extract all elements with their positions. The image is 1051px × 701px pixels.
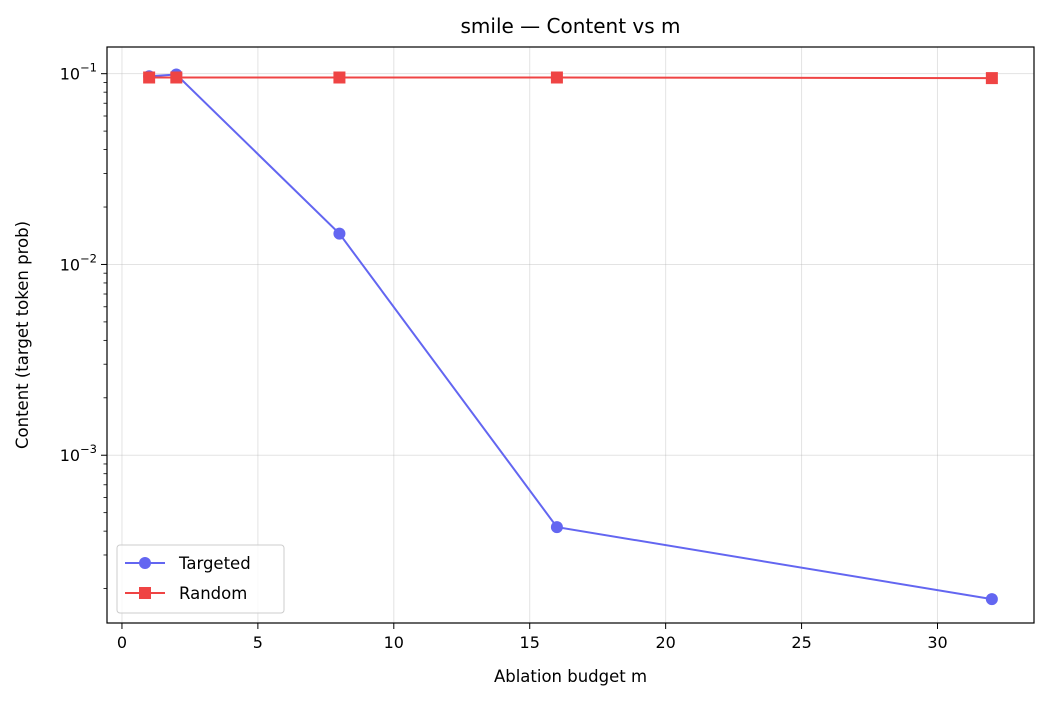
- data-point-random: [550, 71, 563, 84]
- series-line-random: [149, 76, 992, 80]
- data-point-random: [985, 72, 998, 85]
- grid-lines: [107, 47, 1034, 623]
- plot-frame: [106, 46, 1035, 624]
- data-point-random: [170, 71, 183, 84]
- y-tick-label: 10−1: [60, 61, 97, 84]
- data-point-random: [143, 71, 156, 84]
- y-axis-label: Content (target token prob): [13, 221, 32, 449]
- data-point-targeted: [333, 227, 346, 240]
- x-tick-label: 20: [655, 633, 675, 652]
- data-point-targeted: [550, 521, 563, 534]
- x-tick-label: 5: [253, 633, 263, 652]
- x-tick-label: 25: [791, 633, 811, 652]
- x-tick-label: 15: [520, 633, 540, 652]
- plot-series: [143, 68, 998, 606]
- data-point-random: [333, 71, 346, 84]
- y-tick-label: 10−3: [60, 442, 97, 465]
- y-axis-ticks: 10−3 10−2 10−1: [60, 61, 107, 465]
- legend-marker-random: [139, 587, 151, 599]
- data-point-targeted: [985, 593, 998, 606]
- legend: Targeted Random: [116, 544, 285, 614]
- chart-title: smile — Content vs m: [460, 14, 680, 38]
- y-tick-label: 10−2: [60, 251, 97, 274]
- x-tick-label: 10: [384, 633, 404, 652]
- x-tick-label: 30: [927, 633, 947, 652]
- x-tick-label: 0: [117, 633, 127, 652]
- x-axis-label: Ablation budget m: [494, 667, 647, 686]
- legend-label-random: Random: [179, 584, 247, 603]
- legend-label-targeted: Targeted: [178, 554, 251, 573]
- legend-marker-targeted: [139, 557, 151, 569]
- x-axis-ticks: 0 5 10 15 20 25 30: [117, 623, 948, 652]
